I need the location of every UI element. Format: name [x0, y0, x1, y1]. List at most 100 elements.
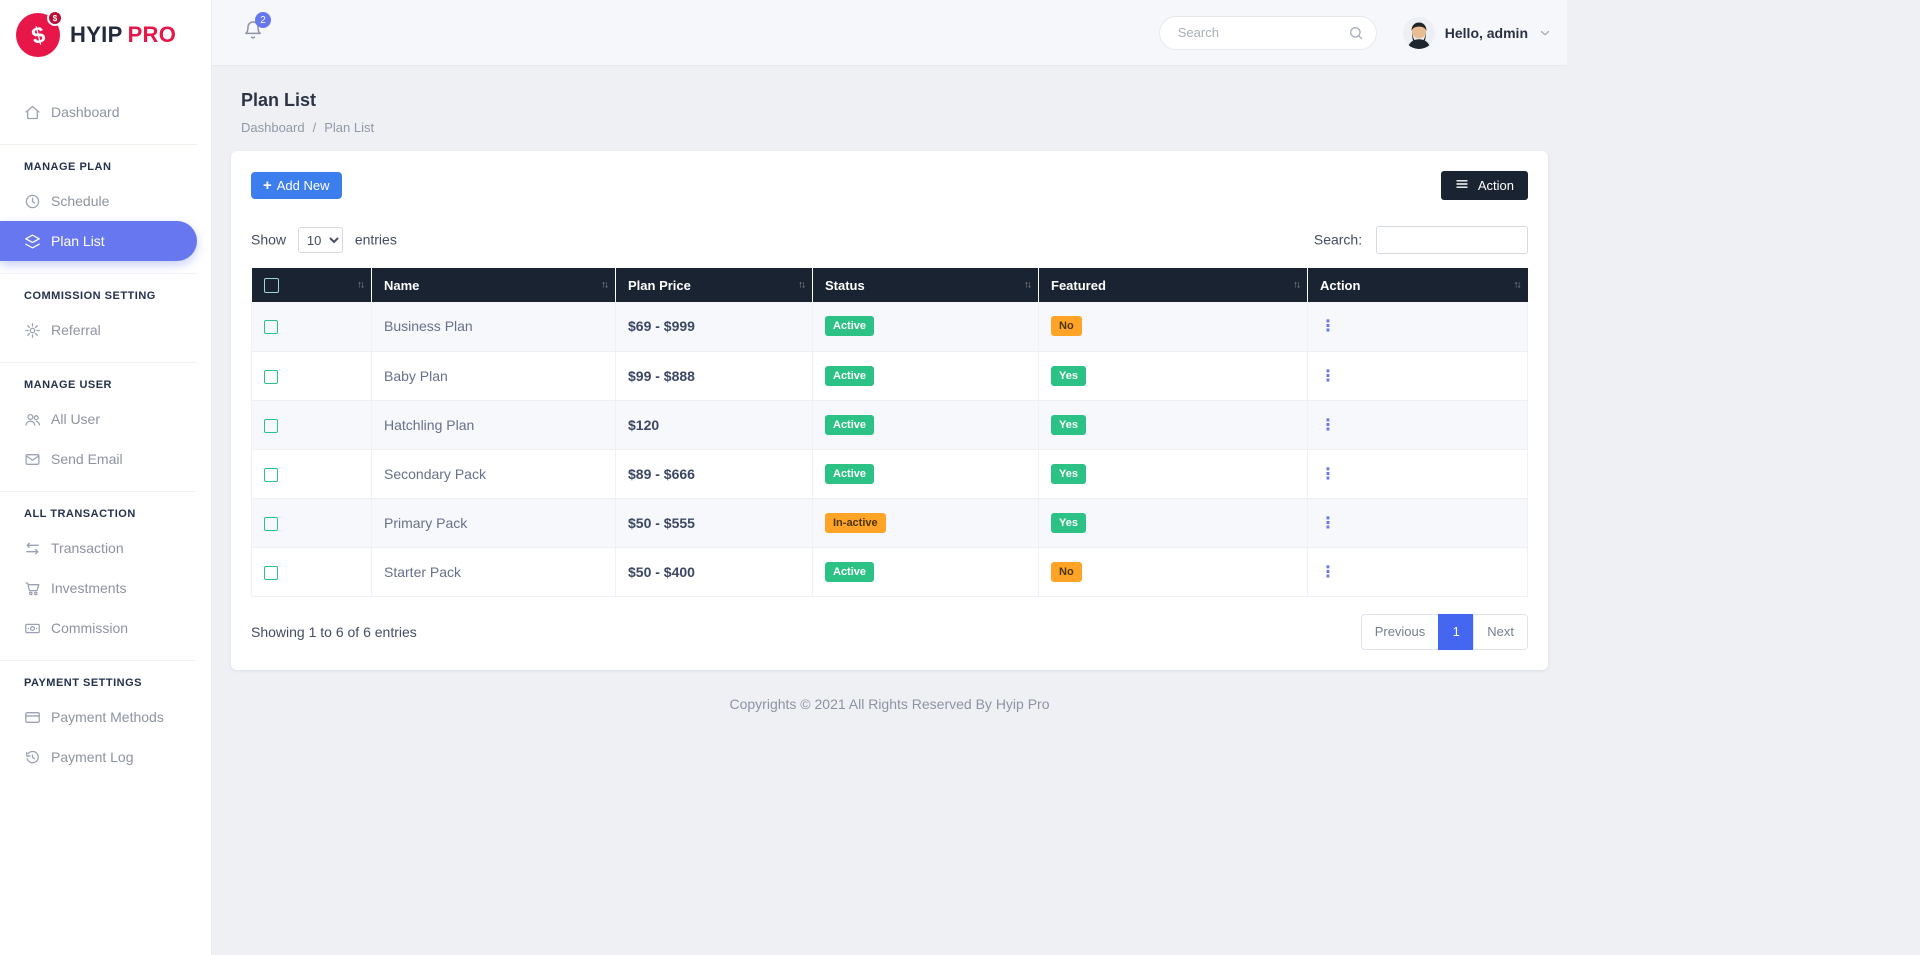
- logo-dollar-icon: $ $: [16, 10, 63, 57]
- page-title: Plan List: [241, 90, 317, 110]
- row-actions-button[interactable]: ⋮: [1320, 318, 1336, 336]
- table-search-input[interactable]: [1376, 226, 1528, 254]
- row-actions-button[interactable]: ⋮: [1320, 563, 1336, 581]
- status-badge: Active: [825, 365, 875, 386]
- sidebar-item-commission[interactable]: Commission: [0, 608, 197, 648]
- plan-name-cell: Business Plan: [371, 302, 616, 352]
- previous-page-button[interactable]: Previous: [1360, 613, 1440, 650]
- row-actions-button[interactable]: ⋮: [1320, 416, 1336, 434]
- plan-name-cell: Primary Pack: [371, 498, 616, 548]
- sidebar-item-dashboard[interactable]: Dashboard: [0, 92, 197, 132]
- sidebar-item-payment-methods[interactable]: Payment Methods: [0, 697, 197, 737]
- global-search: [1158, 15, 1377, 50]
- status-cell: Active: [812, 302, 1039, 352]
- status-cell: Active: [812, 547, 1039, 597]
- row-actions-button[interactable]: ⋮: [1320, 465, 1336, 483]
- breadcrumb-parent[interactable]: Dashboard: [241, 120, 305, 135]
- featured-cell: No: [1038, 547, 1308, 597]
- row-checkbox[interactable]: [264, 418, 278, 433]
- select-all-checkbox[interactable]: [263, 278, 279, 294]
- sort-icon: ↑↓: [1293, 279, 1301, 291]
- page-length-control: Show 10 entries: [251, 227, 397, 253]
- action-button[interactable]: Action: [1440, 171, 1528, 200]
- logo-text: HYIP PRO: [70, 22, 176, 48]
- row-checkbox[interactable]: [264, 369, 278, 384]
- entries-summary: Showing 1 to 6 of 6 entries: [251, 623, 417, 640]
- featured-badge: Yes: [1051, 365, 1086, 386]
- breadcrumb: Dashboard / Plan List: [241, 120, 1547, 135]
- breadcrumb-current: Plan List: [324, 120, 375, 135]
- sidebar-section: PAYMENT SETTINGS Payment Methods Payment L…: [0, 660, 197, 777]
- featured-badge: Yes: [1051, 512, 1086, 533]
- sidebar-item-investments[interactable]: Investments: [0, 568, 197, 608]
- plus-icon: +: [263, 177, 272, 194]
- global-search-input[interactable]: [1158, 15, 1377, 50]
- copyright-footer: Copyrights © 2021 All Rights Reserved By…: [729, 695, 1050, 712]
- status-cell: Active: [812, 449, 1039, 499]
- table-body: Business Plan $69 - $999 Active No ⋮ Baby Pla…: [251, 302, 1528, 597]
- table-search-control: Search:: [1314, 226, 1528, 254]
- sort-icon: ↑↓: [1024, 279, 1032, 291]
- column-header-status[interactable]: Status ↑↓: [812, 268, 1039, 303]
- plan-name-cell: Hatchling Plan: [371, 400, 616, 450]
- show-label: Show: [251, 231, 287, 248]
- add-new-button[interactable]: + Add New: [251, 172, 342, 199]
- column-header-name[interactable]: Name ↑↓: [371, 268, 616, 303]
- logo[interactable]: $ $ HYIP PRO: [0, 0, 211, 70]
- row-checkbox[interactable]: [264, 467, 278, 482]
- column-header-action[interactable]: Action ↑↓: [1307, 268, 1528, 303]
- sidebar-item-send-email[interactable]: Send Email: [0, 439, 197, 479]
- sidebar-item-transaction[interactable]: Transaction: [0, 528, 197, 568]
- column-header-select[interactable]: ↑↓: [251, 268, 372, 303]
- featured-cell: Yes: [1038, 400, 1308, 450]
- sidebar-item-label: Transaction: [51, 540, 124, 556]
- plan-name-cell: Baby Plan: [371, 351, 616, 401]
- featured-cell: Yes: [1038, 498, 1308, 548]
- card-toolbar: + Add New Action: [251, 171, 1528, 200]
- sidebar-item-label: All User: [51, 411, 101, 427]
- sidebar-item-all-user[interactable]: All User: [0, 399, 197, 439]
- logo-dot-icon: $: [47, 10, 63, 26]
- avatar: [1402, 16, 1435, 49]
- credit-card-icon: [24, 709, 41, 726]
- table-row: Business Plan $69 - $999 Active No ⋮: [251, 302, 1528, 352]
- status-badge: Active: [825, 561, 875, 582]
- logo-text-secondary: PRO: [127, 22, 177, 47]
- notifications-button[interactable]: 2: [243, 12, 271, 45]
- page-header: Plan List Dashboard / Plan List: [212, 66, 1567, 135]
- table-footer: Showing 1 to 6 of 6 entries Previous 1 N…: [251, 613, 1528, 650]
- row-checkbox[interactable]: [264, 516, 278, 531]
- row-actions-button[interactable]: ⋮: [1320, 367, 1336, 385]
- sidebar-item-payment-log[interactable]: Payment Log: [0, 737, 197, 777]
- sidebar-item-schedule[interactable]: Schedule: [0, 181, 197, 221]
- user-menu[interactable]: Hello, admin: [1402, 16, 1552, 49]
- featured-badge: No: [1051, 561, 1082, 582]
- row-checkbox[interactable]: [264, 320, 278, 335]
- envelope-icon: [24, 451, 41, 468]
- featured-badge: Yes: [1051, 414, 1086, 435]
- sidebar-item-plan-list[interactable]: Plan List: [0, 221, 197, 261]
- next-page-button[interactable]: Next: [1473, 613, 1528, 650]
- app: $ $ HYIP PRO Dashboard MANAGE PLAN Schedule…: [0, 0, 1567, 955]
- sidebar: $ $ HYIP PRO Dashboard MANAGE PLAN Schedule…: [0, 0, 212, 955]
- page-1-button[interactable]: 1: [1438, 613, 1475, 650]
- table-row: Primary Pack $50 - $555 In-active Yes ⋮: [251, 498, 1528, 548]
- plan-list-card: + Add New Action Show 10 entries: [231, 151, 1548, 670]
- sidebar-section-header: ALL TRANSACTION: [24, 508, 136, 520]
- plan-price-cell: $89 - $666: [615, 449, 813, 499]
- sidebar-section: Dashboard: [0, 92, 197, 132]
- row-actions-button[interactable]: ⋮: [1320, 514, 1336, 532]
- logo-text-primary: HYIP: [70, 22, 123, 47]
- row-select-cell: [251, 449, 372, 499]
- row-checkbox[interactable]: [264, 565, 278, 580]
- sort-icon: ↑↓: [601, 279, 609, 291]
- sidebar-section-header: PAYMENT SETTINGS: [24, 677, 143, 689]
- page-length-select[interactable]: 10: [297, 227, 343, 253]
- cart-icon: [24, 580, 41, 597]
- column-header-featured[interactable]: Featured ↑↓: [1038, 268, 1308, 303]
- greeting-label: Hello, admin: [1444, 24, 1528, 41]
- plan-price-cell: $99 - $888: [615, 351, 813, 401]
- column-header-plan-price[interactable]: Plan Price ↑↓: [615, 268, 813, 303]
- sidebar-item-label: Plan List: [51, 233, 105, 249]
- sidebar-item-referral[interactable]: Referral: [0, 310, 197, 350]
